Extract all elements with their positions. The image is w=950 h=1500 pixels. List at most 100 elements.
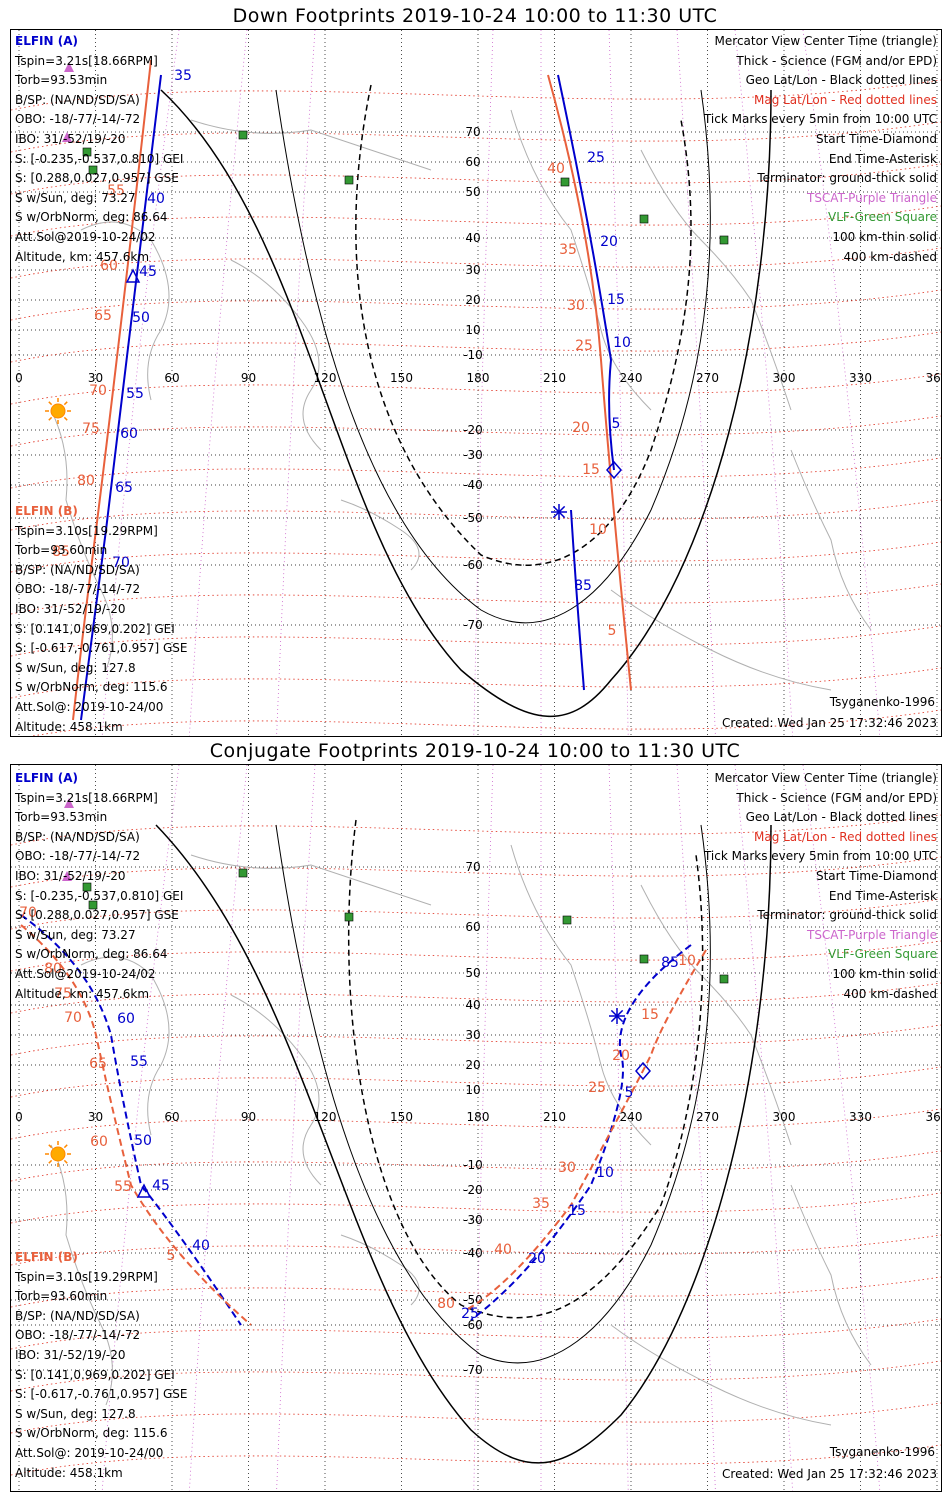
- elfin-a-line: Att.Sol@2019-10-24/02: [15, 966, 156, 981]
- lat-tick-label: -10: [463, 1158, 483, 1172]
- elfin-b-track: [20, 924, 252, 1326]
- elfin-b-line: Att.Sol@: 2019-10-24/00: [15, 699, 164, 714]
- lat-tick-label: -40: [463, 1246, 483, 1260]
- vlf-square-icon: [639, 954, 649, 964]
- legend-item: VLF-Green Square: [828, 947, 937, 962]
- down-map: 0306090120150180210240270300330360706050…: [11, 30, 941, 736]
- center-triangle-icon: [136, 1183, 152, 1198]
- elfin-a-time-label: 55: [130, 1054, 148, 1070]
- lon-tick-label: 270: [696, 371, 719, 385]
- elfin-b-line: OBO: -18/-77/-14/-72: [15, 1328, 141, 1343]
- elfin-a-time-label: 45: [152, 1178, 170, 1194]
- legend-item: Mercator View Center Time (triangle): [714, 771, 937, 785]
- down-title: Down Footprints 2019-10-24 10:00 to 11:3…: [232, 5, 718, 27]
- terminator-line: [275, 89, 711, 623]
- lon-tick-label: 30: [88, 1110, 103, 1124]
- vlf-square-icon: [82, 882, 92, 892]
- mag-meridian: [802, 765, 881, 1491]
- legend-item: TSCAT-Purple Triangle: [806, 190, 937, 205]
- elfin-a-time-label: 50: [134, 1133, 152, 1149]
- coastline: [190, 854, 432, 906]
- elfin-a-info: ELFIN (A) Tspin=3.21s[18.66RPM] Torb=93.…: [15, 32, 183, 267]
- tscat-triangle-icon: [64, 62, 74, 72]
- elfin-a-line: Tspin=3.21s[18.66RPM]: [15, 790, 158, 805]
- elfin-a-time-label: 85: [574, 578, 592, 594]
- elfin-b-time-label: 80: [77, 473, 95, 489]
- lat-tick-label: 40: [465, 231, 480, 245]
- legend-item: Mag Lat/Lon - Red dotted lines: [753, 92, 937, 107]
- lon-tick-label: 240: [620, 371, 643, 385]
- elfin-b-line: Att.Sol@: 2019-10-24/00: [15, 1445, 164, 1460]
- elfin-a-time-label: 85: [661, 955, 679, 971]
- down-footprints-panel: 0306090120150180210240270300330360706050…: [10, 29, 942, 737]
- elfin-b-line: IBO: 31/-52/19/-20: [15, 1347, 126, 1362]
- elfin-b-line: IBO: 31/-52/19/-20: [15, 601, 126, 616]
- coastline: [790, 449, 872, 631]
- elfin-b-time-label: 10: [678, 953, 696, 969]
- lat-tick-label: -20: [463, 1183, 483, 1197]
- elfin-b-time-label: 60: [90, 1134, 108, 1150]
- elfin-a-time-label: 60: [120, 426, 138, 442]
- elfin-b-track: [72, 59, 152, 721]
- legend-item: End Time-Asterisk: [828, 888, 937, 903]
- lat-tick-label: 70: [465, 125, 480, 139]
- elfin-a-track: [470, 944, 692, 1321]
- lon-tick-label: 270: [696, 1110, 719, 1124]
- elfin-b-line: S: [-0.617,-0.761,0.957] GSE: [15, 641, 188, 656]
- coastline: [80, 956, 170, 1136]
- elfin-a-track: [557, 74, 615, 471]
- elfin-a-line: Att.Sol@2019-10-24/02: [15, 229, 156, 244]
- elfin-a-line: S w/OrbNorm, deg: 86.64: [15, 947, 168, 962]
- elfin-a-line: OBO: -18/-77/-14/-72: [15, 112, 141, 127]
- elfin-a-header: ELFIN (A): [15, 771, 78, 785]
- center-triangle-icon: [125, 268, 141, 283]
- elfin-a-time-label: 65: [115, 480, 133, 496]
- elfin-a-track: [80, 74, 162, 721]
- elfin-a-time-label: 40: [147, 191, 165, 207]
- legend-item: End Time-Asterisk: [828, 151, 937, 166]
- lon-tick-label: 210: [543, 1110, 566, 1124]
- legend-item: VLF-Green Square: [828, 210, 937, 225]
- elfin-b-line: Torb=93.60min: [15, 1289, 108, 1304]
- elfin-a-line: Tspin=3.21s[18.66RPM]: [15, 53, 158, 68]
- lat-tick-label: -60: [463, 1318, 483, 1332]
- elfin-b-header: ELFIN (B): [15, 504, 78, 518]
- elfin-a-line: IBO: 31/-52/19/-20: [15, 131, 126, 146]
- elfin-b-time-label: 60: [100, 258, 118, 274]
- created-label: Created: Wed Jan 25 17:32:46 2023: [722, 1467, 937, 1481]
- legend-item: Thick - Science (FGM and/or EPD): [736, 790, 937, 805]
- end-asterisk-icon: [551, 504, 567, 520]
- lat-tick-label: 10: [465, 1083, 480, 1097]
- coastline: [790, 1184, 872, 1366]
- mag-meridian: [734, 765, 793, 1491]
- lon-tick-label: 180: [467, 1110, 490, 1124]
- elfin-b-time-label: 65: [89, 1056, 107, 1072]
- lat-tick-label: -50: [463, 511, 483, 525]
- tscat-triangle-icon: [64, 798, 74, 808]
- vlf-square-icon: [238, 130, 248, 140]
- coastline: [510, 844, 652, 1146]
- elfin-b-line: B/SP: (NA/ND/SD/SA): [15, 562, 140, 577]
- coastline: [50, 409, 113, 671]
- vlf-square-icon: [344, 175, 354, 185]
- sun-icon: [45, 1141, 71, 1167]
- tscat-triangle-icon: [62, 871, 72, 881]
- elfin-b-line: OBO: -18/-77/-14/-72: [15, 582, 141, 597]
- lon-tick-label: 90: [241, 1110, 256, 1124]
- elfin-b-line: B/SP: (NA/ND/SD/SA): [15, 1308, 140, 1323]
- elfin-a-time-label: 5: [612, 416, 621, 432]
- elfin-a-time-label: 10: [596, 1165, 614, 1181]
- coastline: [230, 259, 322, 451]
- conj-title: Conjugate Footprints 2019-10-24 10:00 to…: [209, 740, 741, 762]
- vlf-square-icon: [344, 912, 354, 922]
- mag-meridian: [276, 30, 316, 736]
- lat-tick-label: 60: [465, 155, 480, 169]
- elfin-b-time-label: 75: [54, 986, 72, 1002]
- elfin-a-time-label: 60: [117, 1011, 135, 1027]
- lon-tick-label: 240: [620, 1110, 643, 1124]
- elfin-b-line: S w/Sun, deg: 127.8: [15, 1406, 136, 1421]
- start-diamond-icon: [606, 460, 622, 480]
- legend: Mercator View Center Time (triangle) Thi…: [704, 32, 937, 267]
- elfin-a-track: [20, 914, 242, 1326]
- elfin-b-time-label: 35: [532, 1196, 550, 1212]
